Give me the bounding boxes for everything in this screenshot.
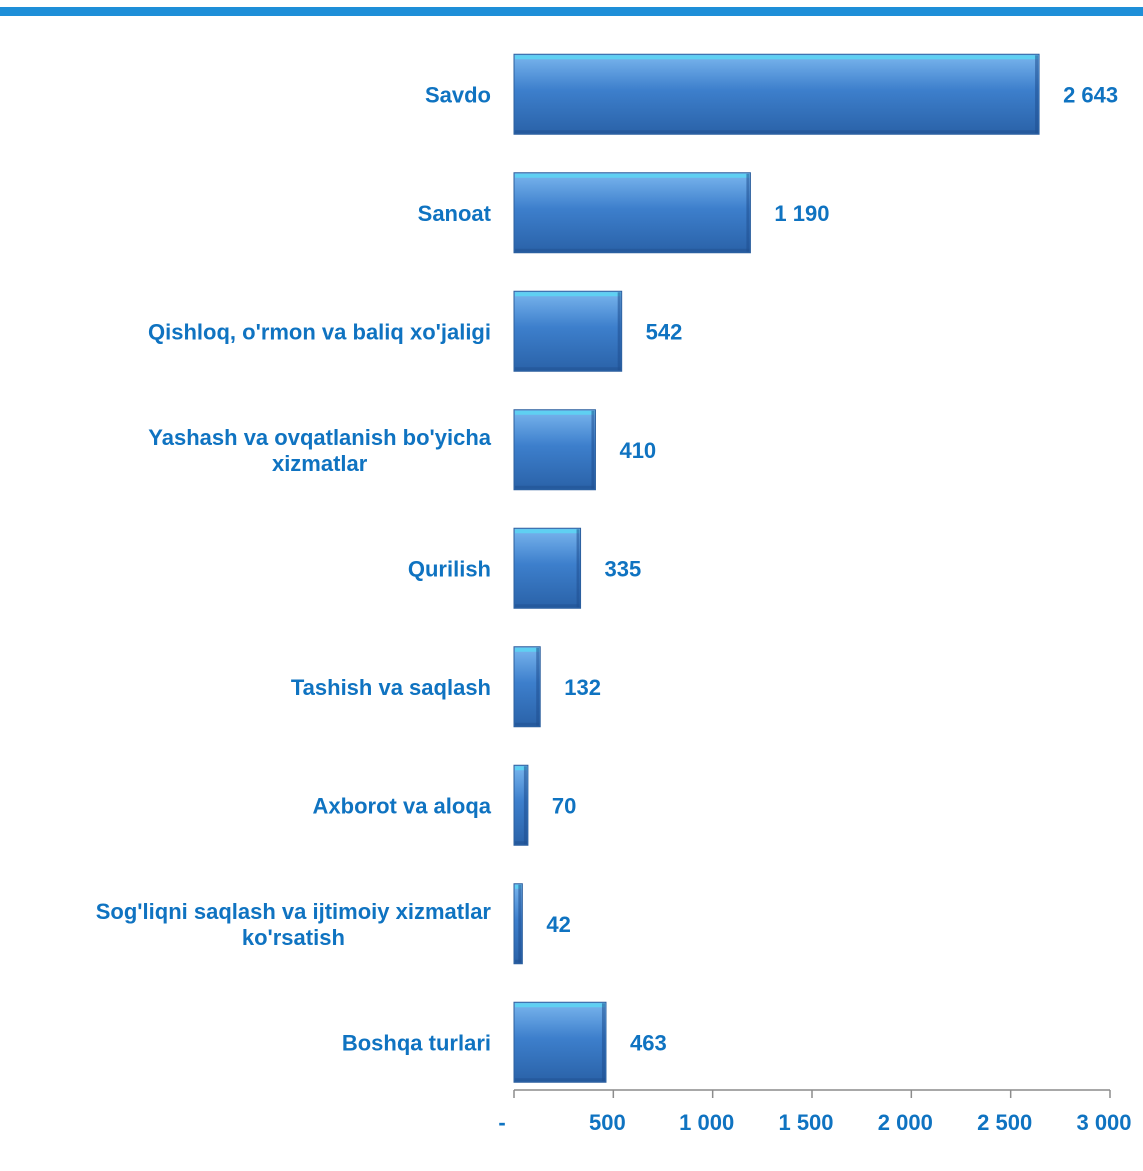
- value-label: 463: [630, 1030, 667, 1055]
- bar-bevel-right: [536, 647, 540, 726]
- x-axis: [513, 1089, 1111, 1098]
- bar-7: [513, 883, 523, 965]
- bar-bevel-right: [523, 766, 527, 845]
- value-label: 410: [619, 438, 656, 463]
- bar-bevel-top: [515, 1003, 605, 1008]
- bar-bevel-bottom: [515, 485, 595, 489]
- bar-bevel-right: [591, 410, 595, 489]
- value-label: 335: [605, 556, 642, 581]
- category-label: Qurilish: [408, 556, 491, 581]
- category-label: Qishloq, o'rmon va baliq xo'jaligi: [148, 319, 491, 344]
- bar-bevel-top: [515, 173, 750, 178]
- labels-layer: 2 643 Savdo 1 190 Sanoat 542 Qishloq, o'rmon …: [96, 82, 1132, 1135]
- value-label: 70: [552, 793, 576, 818]
- bar-bevel-top: [515, 55, 1039, 60]
- x-tick-label: 2 000: [878, 1110, 933, 1135]
- x-tick-label: 3 000: [1076, 1110, 1131, 1135]
- bar-6: [513, 764, 529, 846]
- bar-bevel-right: [576, 529, 580, 608]
- bar-0: [513, 53, 1040, 135]
- bar-body: [513, 646, 541, 728]
- bar-body: [513, 53, 1040, 135]
- category-label: Sog'liqni saqlash va ijtimoiy xizmatlar k…: [96, 899, 492, 950]
- bar-bevel-top: [515, 529, 580, 534]
- bar-2: [513, 290, 623, 372]
- value-label: 2 643: [1063, 82, 1118, 107]
- category-label: Sanoat: [418, 201, 492, 226]
- bar-bevel-bottom: [515, 959, 522, 963]
- top-accent-rule: [0, 7, 1143, 16]
- bars-layer: [513, 53, 1040, 1083]
- x-tick-label: -: [498, 1110, 505, 1135]
- bar-bevel-bottom: [515, 1078, 605, 1082]
- bar-bevel-top: [515, 884, 522, 889]
- bar-bevel-top: [515, 292, 621, 297]
- bar-bevel-bottom: [515, 367, 621, 371]
- bar-8: [513, 1001, 607, 1083]
- bar-bevel-bottom: [515, 130, 1039, 134]
- category-label: Savdo: [425, 82, 491, 107]
- bar-body: [513, 290, 623, 372]
- category-label: Yashash va ovqatlanish bo'yicha xizmatlar: [148, 425, 491, 476]
- bar-bevel-right: [746, 173, 750, 252]
- bar-body: [513, 172, 751, 254]
- value-label: 132: [564, 675, 601, 700]
- bar-bevel-bottom: [515, 604, 580, 608]
- value-label: 42: [546, 912, 570, 937]
- x-tick-label: 2 500: [977, 1110, 1032, 1135]
- bar-bevel-bottom: [515, 722, 540, 726]
- bar-body: [513, 1001, 607, 1083]
- bar-bevel-right: [601, 1003, 605, 1082]
- bar-3: [513, 409, 596, 491]
- category-label: Boshqa turlari: [342, 1030, 491, 1055]
- bar-body: [513, 409, 596, 491]
- category-label: Tashish va saqlash: [291, 675, 491, 700]
- bar-body: [513, 883, 523, 965]
- bar-bevel-bottom: [515, 248, 750, 252]
- bar-bevel-top: [515, 766, 527, 771]
- bar-5: [513, 646, 541, 728]
- bar-4: [513, 527, 582, 609]
- bar-bevel-right: [1035, 55, 1039, 134]
- x-tick-label: 1 000: [679, 1110, 734, 1135]
- category-label: Axborot va aloqa: [313, 793, 492, 818]
- bar-bevel-bottom: [515, 841, 527, 845]
- value-label: 1 190: [774, 201, 829, 226]
- bar-body: [513, 527, 582, 609]
- bar-bevel-top: [515, 410, 595, 415]
- bar-bevel-top: [515, 647, 540, 652]
- x-tick-label: 1 500: [778, 1110, 833, 1135]
- x-tick-label: 500: [589, 1110, 626, 1135]
- value-label: 542: [646, 319, 683, 344]
- bar-bevel-right: [617, 292, 621, 371]
- bar-bevel-right: [518, 884, 522, 963]
- bar-1: [513, 172, 751, 254]
